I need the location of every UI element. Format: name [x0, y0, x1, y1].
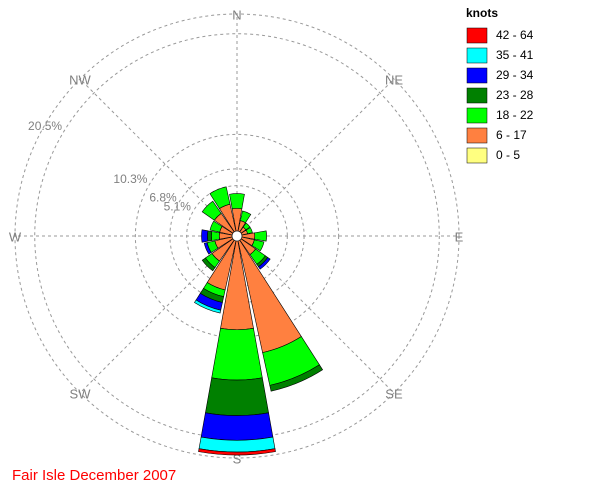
wind-segment [245, 227, 253, 235]
wind-segment [205, 377, 269, 416]
wind-segment [242, 222, 251, 231]
direction-label: SW [70, 386, 92, 401]
wind-segment [203, 242, 212, 255]
direction-label: W [9, 229, 22, 244]
direction-label: NE [385, 72, 403, 87]
wind-segment [240, 210, 252, 224]
legend-label: 29 - 34 [496, 68, 534, 82]
ring [134, 133, 340, 339]
legend-title: knots [466, 6, 498, 20]
outer-ring [14, 13, 460, 459]
wind-segment [269, 364, 324, 392]
legend-label: 42 - 64 [496, 28, 534, 42]
wind-segment [211, 327, 263, 381]
direction-label: NW [69, 72, 91, 87]
legend-swatch [466, 127, 488, 144]
wind-segment [201, 200, 222, 221]
legend-label: 18 - 22 [496, 108, 534, 122]
ring [169, 168, 305, 304]
legend-swatch [466, 47, 488, 64]
direction-label: E [455, 229, 464, 244]
ring [34, 33, 440, 439]
wind-segment [211, 231, 220, 241]
legend-label: 35 - 41 [496, 48, 534, 62]
legend-label: 6 - 17 [496, 128, 527, 142]
chart-title: Fair Isle December 2007 [12, 467, 176, 484]
wind-segment [201, 257, 216, 272]
wind-segment [254, 230, 267, 242]
ring-label: 10.3% [113, 172, 147, 186]
wind-segment [209, 220, 223, 233]
wind-segment [194, 299, 222, 314]
direction-label: S [233, 451, 242, 466]
legend-label: 0 - 5 [496, 148, 520, 162]
ring-label: 5.1% [164, 199, 192, 213]
center-hole [231, 230, 243, 242]
legend-swatch [466, 147, 488, 164]
direction-label: N [232, 7, 241, 22]
wind-segment [229, 193, 245, 210]
direction-label: SE [385, 386, 403, 401]
legend-swatch [466, 27, 488, 44]
legend-swatch [466, 67, 488, 84]
spoke [236, 78, 395, 237]
legend-swatch [466, 87, 488, 104]
wind-segment [207, 230, 213, 242]
wind-segment [200, 412, 274, 441]
legend-label: 23 - 28 [496, 88, 534, 102]
wind-segment [201, 229, 209, 243]
wind-segment [251, 239, 265, 252]
wind-segment [209, 186, 231, 209]
ring-label: 20.5% [28, 119, 62, 133]
legend-swatch [466, 107, 488, 124]
wind-segment [198, 448, 276, 456]
ring-label: 6.8% [149, 190, 177, 204]
wind-segment [258, 257, 271, 270]
